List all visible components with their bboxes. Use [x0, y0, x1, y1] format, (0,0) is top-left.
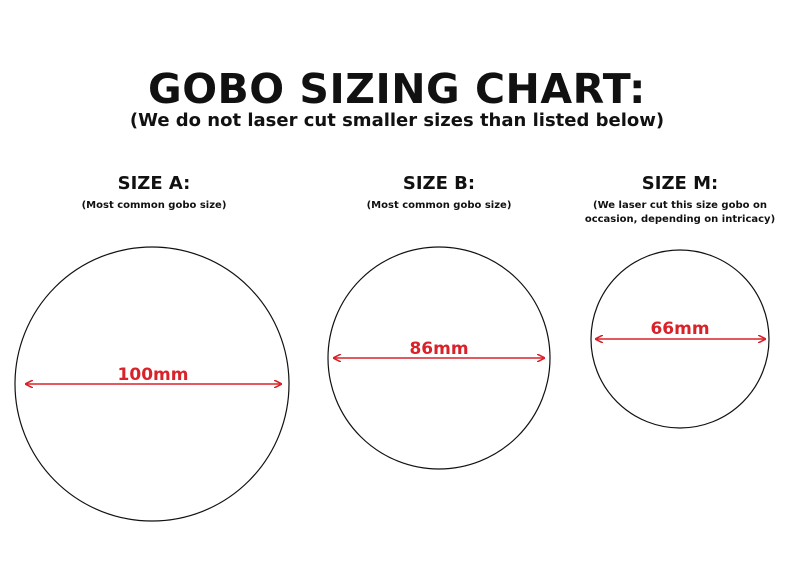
size-b-label: SIZE B:	[402, 173, 476, 194]
dimension-label-size-b: 86mm	[409, 339, 468, 359]
size-a-label: SIZE A:	[117, 173, 191, 194]
size-m-note-line-1: (We laser cut this size gobo on	[593, 200, 767, 211]
dimension-label-size-a: 100mm	[118, 365, 189, 385]
dimension-label-size-m: 66mm	[650, 319, 709, 339]
page-subtitle: (We do not laser cut smaller sizes than …	[129, 110, 665, 131]
gobo-circle-size-m	[590, 249, 770, 429]
size-b-note: (Most common gobo size)	[366, 200, 512, 211]
gobo-circle-size-b	[327, 246, 551, 470]
gobo-circle-size-a	[14, 246, 290, 522]
page-title: GOBO SIZING CHART:	[148, 65, 646, 113]
size-a-note: (Most common gobo size)	[81, 200, 227, 211]
size-m-label: SIZE M:	[641, 173, 719, 194]
size-m-note-line-2: occasion, depending on intricacy)	[584, 214, 776, 225]
